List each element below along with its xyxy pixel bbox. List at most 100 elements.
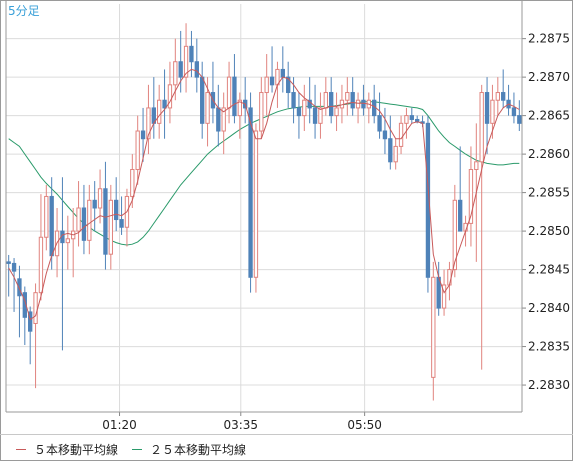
candle-body-up <box>221 107 226 132</box>
candle <box>458 146 463 232</box>
candle-body-down <box>388 138 393 163</box>
candle-body-up <box>302 99 307 117</box>
candle-body-down <box>248 107 253 278</box>
y-tick-label: 2.2845 <box>528 263 570 277</box>
legend-divider <box>0 434 573 435</box>
candle <box>38 194 44 301</box>
candle <box>329 77 334 124</box>
candle <box>511 92 517 124</box>
candle <box>355 92 361 124</box>
candle-body-up <box>173 61 178 86</box>
candle <box>506 84 511 116</box>
candle-body-down <box>425 122 431 278</box>
candle <box>479 84 484 370</box>
candle <box>17 265 22 338</box>
candle-body-down <box>200 76 205 124</box>
candle-body-up <box>38 236 44 294</box>
x-tick-label: 01:20 <box>102 418 137 432</box>
x-tick-label: 05:50 <box>347 418 382 432</box>
candle <box>372 84 377 124</box>
ma5-line-group <box>8 68 520 321</box>
candle <box>76 181 81 247</box>
candle-body-up <box>76 207 81 232</box>
candle-body-up <box>253 130 259 278</box>
candle-body-up <box>452 199 457 271</box>
candle <box>108 184 113 270</box>
candle <box>350 77 355 116</box>
candle-body-up <box>468 169 474 224</box>
candle-body-down <box>140 130 146 140</box>
candle-body-down <box>17 278 22 297</box>
candle <box>103 161 108 270</box>
candle <box>302 84 307 132</box>
grid-lines <box>6 4 522 412</box>
candle <box>71 208 76 278</box>
candle-body-down <box>484 92 490 124</box>
y-tick-label: 2.2870 <box>528 70 570 84</box>
candle <box>366 92 371 124</box>
candle-body-down <box>511 107 517 117</box>
legend-label-ma5: ５本移動平均線 <box>34 442 119 457</box>
candle-body-up <box>345 92 350 101</box>
candle <box>151 77 156 139</box>
candle <box>135 115 140 185</box>
candle <box>226 61 232 124</box>
candle <box>286 61 291 108</box>
candle-body-up <box>495 92 500 101</box>
candle <box>345 77 350 116</box>
candle <box>210 61 216 124</box>
candle <box>140 107 146 162</box>
candle-body-down <box>103 188 108 255</box>
candle-body-up <box>205 92 210 124</box>
candle-body-up <box>146 107 151 140</box>
candle <box>253 123 259 293</box>
candle-body-up <box>167 84 173 109</box>
candle <box>484 77 490 155</box>
candle <box>65 215 70 270</box>
candle <box>264 54 269 116</box>
timeframe-label: 5分足 <box>8 4 40 18</box>
candle <box>97 169 103 224</box>
candle-body-down <box>49 195 54 257</box>
candle <box>296 92 302 139</box>
candle <box>398 115 404 155</box>
candle-body-down <box>307 99 312 109</box>
candle-body-up <box>398 122 404 147</box>
candle <box>221 92 226 155</box>
candle-body-down <box>216 107 221 132</box>
candle-body-up <box>157 99 162 124</box>
candle-body-down <box>382 130 388 140</box>
y-tick-label: 2.2850 <box>528 224 570 238</box>
candle-body-down <box>312 107 318 124</box>
candle-body-down <box>162 99 167 109</box>
candle-body-down <box>114 199 119 221</box>
candle-body-up <box>97 188 103 209</box>
candle-body-down <box>232 76 237 117</box>
candle-body-up <box>393 145 398 163</box>
candle-body-up <box>264 76 269 94</box>
candle <box>517 100 522 132</box>
candle <box>167 61 173 124</box>
candle <box>22 286 27 346</box>
candlestick-chart: 2.2830 2.2835 2.2840 2.2845 2.2850 2.2855 2.28… <box>5 0 570 432</box>
candle <box>44 184 49 251</box>
axes: 2.2830 2.2835 2.2840 2.2845 2.2850 2.2855 2.28… <box>5 0 570 432</box>
candle-body-down <box>291 92 296 109</box>
candle-body-down <box>269 76 275 86</box>
y-tick-label: 2.2835 <box>528 340 570 354</box>
candle <box>501 69 506 108</box>
candle <box>409 107 414 124</box>
ma25-line <box>8 101 520 246</box>
candle <box>232 54 237 124</box>
candle-body-up <box>479 92 484 163</box>
candle-body-up <box>474 161 479 171</box>
candle <box>307 77 312 124</box>
candle-body-down <box>501 92 506 101</box>
candle <box>259 77 264 139</box>
candle <box>248 92 253 293</box>
legend: ５本移動平均線 ２５本移動平均線 <box>16 440 260 458</box>
candle <box>382 107 388 155</box>
candle-body-up <box>237 99 242 117</box>
ma25-line-group <box>8 101 520 246</box>
candle <box>431 261 436 401</box>
